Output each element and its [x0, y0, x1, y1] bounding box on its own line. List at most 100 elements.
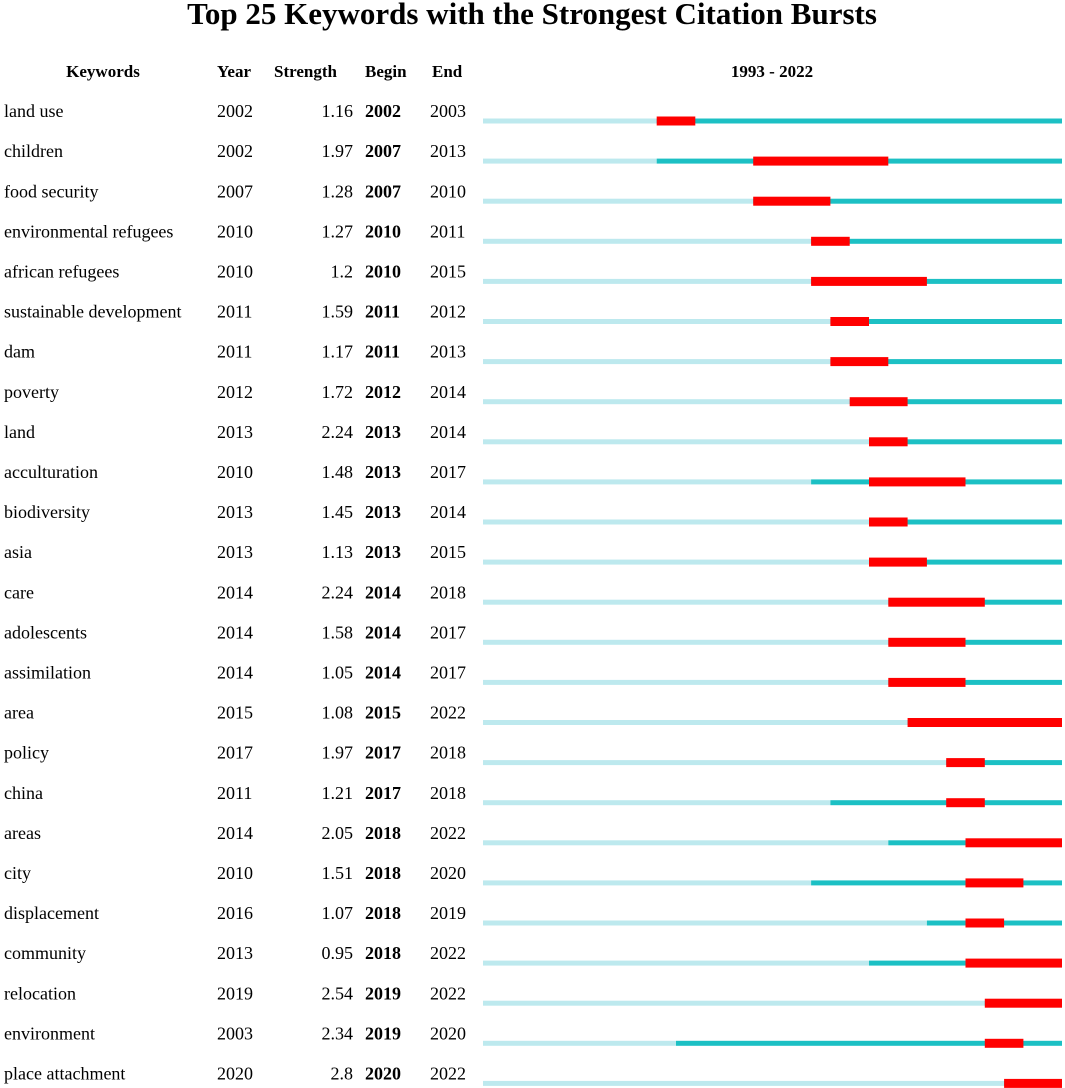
begin: 2018 [365, 943, 401, 963]
keyword: city [4, 863, 31, 883]
strength: 1.2 [331, 262, 354, 282]
burst-bar [946, 758, 985, 768]
burst-bar [984, 1038, 1024, 1048]
chart-title: Top 25 Keywords with the Strongest Citat… [187, 0, 877, 31]
strength: 1.17 [322, 342, 354, 362]
burst-bar [869, 437, 908, 447]
keyword: sustainable development [4, 302, 181, 322]
pre-year-segment [483, 760, 947, 766]
pre-year-segment [483, 198, 754, 204]
begin: 2017 [365, 783, 401, 803]
burst-bar [849, 397, 908, 407]
keyword: displacement [4, 903, 99, 923]
range-label: 1993 - 2022 [731, 62, 813, 81]
burst-bar [830, 357, 889, 367]
pre-year-segment [483, 720, 908, 725]
year: 2014 [217, 582, 253, 602]
year: 2010 [217, 221, 253, 241]
strength: 1.45 [322, 502, 354, 522]
strength: 1.13 [322, 542, 354, 562]
end: 2017 [430, 462, 466, 482]
end: 2010 [430, 181, 466, 201]
end: 2018 [430, 743, 466, 763]
end: 2018 [430, 783, 466, 803]
year: 2013 [217, 542, 253, 562]
burst-bar [888, 637, 966, 647]
pre-year-segment [483, 1080, 1005, 1086]
year: 2011 [217, 783, 252, 803]
begin: 2014 [365, 663, 401, 683]
post-year-segment [811, 238, 1062, 244]
begin: 2002 [365, 101, 401, 121]
strength: 1.07 [322, 903, 354, 923]
end: 2014 [430, 382, 466, 402]
year: 2015 [217, 703, 253, 723]
burst-bar [965, 958, 1062, 968]
year: 2013 [217, 502, 253, 522]
begin: 2015 [365, 703, 401, 723]
post-year-segment [830, 359, 1062, 365]
burst-bar [965, 878, 1024, 888]
end: 2015 [430, 262, 466, 282]
pre-year-segment [483, 439, 869, 445]
column-header: Year [217, 62, 251, 81]
post-year-segment [811, 278, 1062, 284]
begin: 2010 [365, 221, 401, 241]
year: 2013 [217, 943, 253, 963]
keyword: place attachment [4, 1064, 125, 1084]
post-year-segment [946, 760, 1062, 766]
begin: 2018 [365, 823, 401, 843]
strength: 1.16 [322, 101, 354, 121]
year: 2017 [217, 743, 253, 763]
begin: 2014 [365, 582, 401, 602]
pre-year-segment [483, 639, 889, 645]
begin: 2007 [365, 181, 401, 201]
begin: 2018 [365, 903, 401, 923]
strength: 1.08 [322, 703, 354, 723]
strength: 2.34 [322, 1023, 354, 1043]
begin: 2014 [365, 622, 401, 642]
begin: 2013 [365, 542, 401, 562]
keyword: policy [4, 743, 49, 763]
strength: 2.24 [322, 582, 354, 602]
begin: 2019 [365, 1023, 401, 1043]
strength: 1.27 [322, 221, 354, 241]
keyword: environmental refugees [4, 221, 173, 241]
pre-year-segment [483, 118, 657, 124]
strength: 2.8 [331, 1064, 354, 1084]
burst-bar [907, 718, 1062, 727]
post-year-segment [849, 399, 1062, 405]
burst-bar [811, 236, 850, 246]
begin: 2011 [365, 302, 400, 322]
strength: 1.48 [322, 462, 354, 482]
begin: 2018 [365, 863, 401, 883]
end: 2017 [430, 622, 466, 642]
burst-bar [984, 998, 1062, 1008]
post-year-segment [656, 118, 1062, 124]
column-header: Begin [365, 62, 407, 81]
begin: 2020 [365, 1064, 401, 1084]
keyword: biodiversity [4, 502, 90, 522]
end: 2013 [430, 342, 466, 362]
begin: 2010 [365, 262, 401, 282]
post-year-segment [753, 198, 1062, 204]
strength: 1.59 [322, 302, 354, 322]
year: 2020 [217, 1064, 253, 1084]
burst-bar [753, 156, 889, 166]
burst-bar [946, 798, 985, 808]
end: 2022 [430, 1064, 466, 1084]
year: 2002 [217, 101, 253, 121]
burst-bar [869, 517, 908, 527]
end: 2020 [430, 1023, 466, 1043]
keyword: community [4, 943, 86, 963]
begin: 2012 [365, 382, 401, 402]
post-year-segment [869, 559, 1062, 565]
pre-year-segment [483, 559, 869, 565]
begin: 2011 [365, 342, 400, 362]
keyword: relocation [4, 983, 76, 1003]
year: 2010 [217, 462, 253, 482]
pre-year-segment [483, 599, 889, 605]
pre-year-segment [483, 960, 869, 966]
year: 2002 [217, 141, 253, 161]
keyword: adolescents [4, 622, 87, 642]
